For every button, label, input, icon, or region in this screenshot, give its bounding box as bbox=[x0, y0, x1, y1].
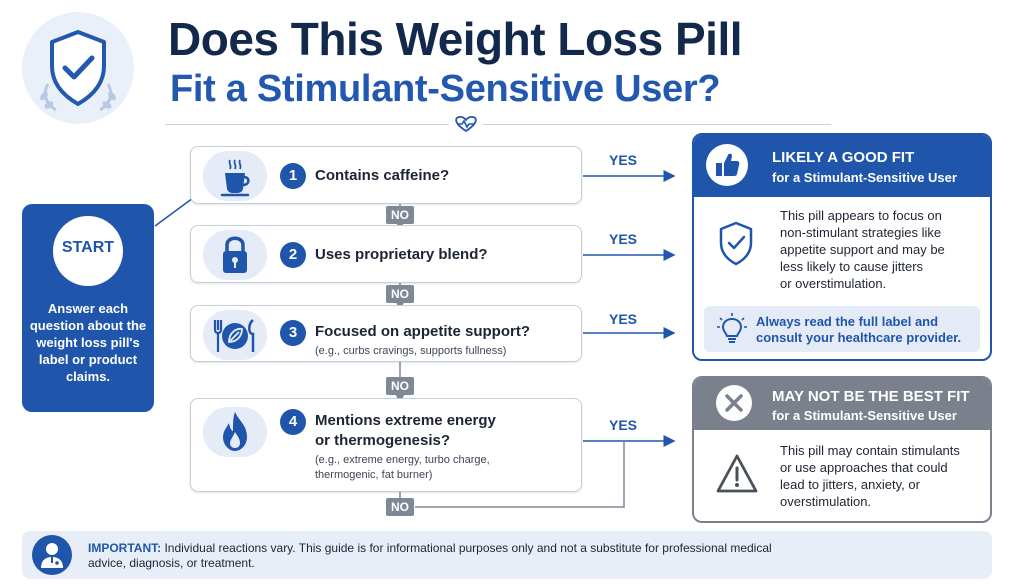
yes-label-1: YES bbox=[609, 152, 638, 168]
question-number-1: 1 bbox=[280, 163, 306, 189]
heart-pulse-icon bbox=[449, 115, 483, 133]
x-mark-icon bbox=[716, 385, 752, 421]
not-best-fit-subtitle: for a Stimulant-Sensitive User bbox=[772, 408, 957, 423]
good-fit-body-line: This pill appears to focus on bbox=[780, 208, 942, 223]
logo-badge bbox=[22, 12, 134, 124]
good-fit-header: LIKELY A GOOD FIT for a Stimulant-Sensit… bbox=[694, 135, 990, 197]
question-number-4: 4 bbox=[280, 409, 306, 435]
warning-triangle-icon bbox=[716, 454, 758, 493]
good-fit-body-line: appetite support and may be bbox=[780, 242, 945, 257]
good-fit-body: This pill appears to focus on non-stimul… bbox=[780, 207, 945, 292]
question-text-4-line2: or thermogenesis? bbox=[315, 432, 451, 449]
start-label: START bbox=[61, 239, 115, 256]
thumbs-up-icon bbox=[706, 144, 748, 186]
flame-icon bbox=[203, 407, 267, 457]
question-example-4-line1: (e.g., extreme energy, turbo charge, bbox=[315, 454, 490, 466]
disclaimer-banner: IMPORTANT: Individual reactions vary. Th… bbox=[22, 531, 992, 579]
good-fit-body-line: non-stimulant strategies like bbox=[780, 225, 942, 240]
page-title: Does This Weight Loss Pill bbox=[168, 13, 743, 65]
good-fit-title: LIKELY A GOOD FIT bbox=[772, 149, 915, 166]
lightbulb-icon bbox=[717, 313, 747, 343]
plate-leaf-icon bbox=[203, 310, 267, 360]
label-tip-line: Always read the full label and bbox=[756, 314, 939, 329]
not-best-fit-body-line: or use approaches that could bbox=[780, 460, 948, 475]
question-number-2: 2 bbox=[280, 242, 306, 268]
start-instructions: Answer each question about the weight lo… bbox=[29, 301, 147, 384]
not-best-fit-header: MAY NOT BE THE BEST FIT for a Stimulant-… bbox=[694, 378, 990, 430]
good-fit-body-line: less likely to cause jitters bbox=[780, 259, 924, 274]
no-badge-4: NO bbox=[386, 498, 414, 516]
start-badge bbox=[53, 216, 123, 286]
yes-label-2: YES bbox=[609, 231, 638, 247]
result-card-good-fit: LIKELY A GOOD FIT for a Stimulant-Sensit… bbox=[692, 133, 992, 361]
question-box-1: 1 Contains caffeine? bbox=[190, 146, 582, 204]
yes-label-4: YES bbox=[609, 417, 638, 433]
question-text-1: Contains caffeine? bbox=[315, 167, 450, 184]
doctor-icon bbox=[32, 535, 72, 575]
question-example-3: (e.g., curbs cravings, supports fullness… bbox=[315, 345, 507, 357]
result-card-not-best-fit: MAY NOT BE THE BEST FIT for a Stimulant-… bbox=[692, 376, 992, 523]
start-panel: START Answer each question about the wei… bbox=[22, 204, 154, 412]
not-best-fit-body-line: This pill may contain stimulants bbox=[780, 443, 960, 458]
label-tip-text: Always read the full label and consult y… bbox=[756, 314, 961, 346]
yes-label-3: YES bbox=[609, 311, 638, 327]
question-text-2: Uses proprietary blend? bbox=[315, 246, 488, 263]
shield-check-icon bbox=[719, 221, 753, 266]
not-best-fit-title: MAY NOT BE THE BEST FIT bbox=[772, 388, 970, 405]
label-tip-banner: Always read the full label and consult y… bbox=[704, 306, 980, 352]
question-box-3: 3 Focused on appetite support? (e.g., cu… bbox=[190, 305, 582, 362]
no-badge-1: NO bbox=[386, 206, 414, 224]
good-fit-subtitle: for a Stimulant-Sensitive User bbox=[772, 170, 957, 185]
coffee-cup-icon bbox=[203, 151, 267, 201]
not-best-fit-body: This pill may contain stimulants or use … bbox=[780, 442, 960, 510]
disclaimer-text: IMPORTANT: Individual reactions vary. Th… bbox=[88, 541, 788, 571]
question-box-2: 2 Uses proprietary blend? bbox=[190, 225, 582, 283]
page-subtitle: Fit a Stimulant-Sensitive User? bbox=[170, 68, 721, 110]
no-badge-3: NO bbox=[386, 377, 414, 395]
question-text-3: Focused on appetite support? bbox=[315, 323, 531, 340]
question-number-3: 3 bbox=[280, 320, 306, 346]
title-divider bbox=[165, 124, 831, 125]
disclaimer-body: Individual reactions vary. This guide is… bbox=[88, 541, 772, 570]
good-fit-body-line: or overstimulation. bbox=[780, 276, 887, 291]
padlock-icon bbox=[203, 230, 267, 280]
not-best-fit-body-line: lead to jitters, anxiety, or bbox=[780, 477, 920, 492]
disclaimer-label: IMPORTANT: bbox=[88, 541, 162, 555]
shield-check-icon bbox=[40, 30, 116, 112]
question-box-4: 4 Mentions extreme energy or thermogenes… bbox=[190, 398, 582, 492]
label-tip-line: consult your healthcare provider. bbox=[756, 330, 962, 345]
question-example-4-line2: thermogenic, fat burner) bbox=[315, 469, 433, 481]
no-badge-2: NO bbox=[386, 285, 414, 303]
question-text-4-line1: Mentions extreme energy bbox=[315, 412, 496, 429]
not-best-fit-body-line: overstimulation. bbox=[780, 494, 872, 509]
